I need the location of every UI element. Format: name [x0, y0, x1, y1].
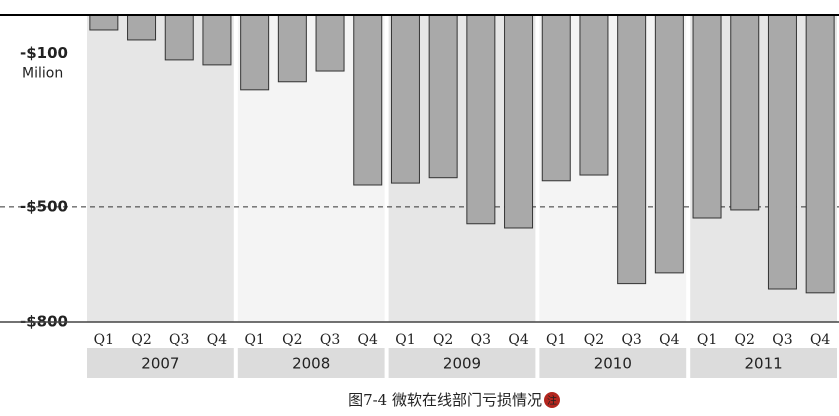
x-tick-label: Q3: [471, 332, 491, 348]
bar: [127, 14, 157, 41]
bar: [277, 14, 307, 83]
x-tick-label: Q4: [508, 332, 528, 348]
bar: [654, 14, 684, 274]
bar: [504, 14, 534, 229]
bar: [767, 14, 797, 290]
caption-icon-text: 注: [547, 394, 557, 407]
x-tick-label: Q4: [659, 332, 679, 348]
x-tick-label: Q2: [282, 332, 302, 348]
year-label: 2011: [745, 355, 783, 373]
x-tick-label: Q2: [584, 332, 604, 348]
x-tick-label: Q3: [772, 332, 792, 348]
bar: [315, 14, 345, 72]
bar: [692, 14, 722, 219]
year-label-band: [87, 348, 234, 378]
bar: [730, 14, 760, 211]
bar: [202, 14, 232, 66]
year-label-band: [388, 348, 536, 378]
x-tick-label: Q2: [735, 332, 755, 348]
bar: [89, 14, 119, 31]
bar: [428, 14, 458, 179]
y-tick-label: -$500: [20, 197, 68, 215]
bar: [541, 14, 571, 182]
y-tick-label: -$100: [20, 44, 68, 62]
x-tick-label: Q4: [207, 332, 227, 348]
x-tick-label: Q1: [94, 332, 114, 348]
bar: [164, 14, 194, 61]
year-band: [87, 15, 234, 322]
year-label: 2009: [443, 355, 481, 373]
caption-icon: [544, 392, 560, 408]
x-tick-label: Q2: [433, 332, 453, 348]
x-tick-label: Q3: [621, 332, 641, 348]
bar: [579, 14, 609, 176]
x-tick-label: Q3: [169, 332, 189, 348]
bar: [240, 14, 270, 91]
year-label-band: [539, 348, 687, 378]
x-tick-label: Q4: [810, 332, 830, 348]
unit-label: Milion: [22, 65, 63, 81]
bar: [353, 14, 383, 186]
x-tick-label: Q1: [546, 332, 566, 348]
x-tick-label: Q3: [320, 332, 340, 348]
caption: 图7-4 微软在线部门亏损情况: [348, 391, 542, 409]
year-label-band: [690, 348, 837, 378]
bar: [466, 14, 496, 225]
x-tick-label: Q2: [131, 332, 151, 348]
x-tick-label: Q1: [395, 332, 415, 348]
x-tick-label: Q1: [244, 332, 264, 348]
bar: [617, 14, 647, 285]
bar: [390, 14, 420, 184]
year-label: 2007: [141, 355, 179, 373]
year-label: 2008: [292, 355, 330, 373]
year-label: 2010: [594, 355, 632, 373]
year-label-band: [237, 348, 385, 378]
bar: [805, 14, 835, 294]
x-tick-label: Q4: [358, 332, 378, 348]
x-tick-label: Q1: [697, 332, 717, 348]
